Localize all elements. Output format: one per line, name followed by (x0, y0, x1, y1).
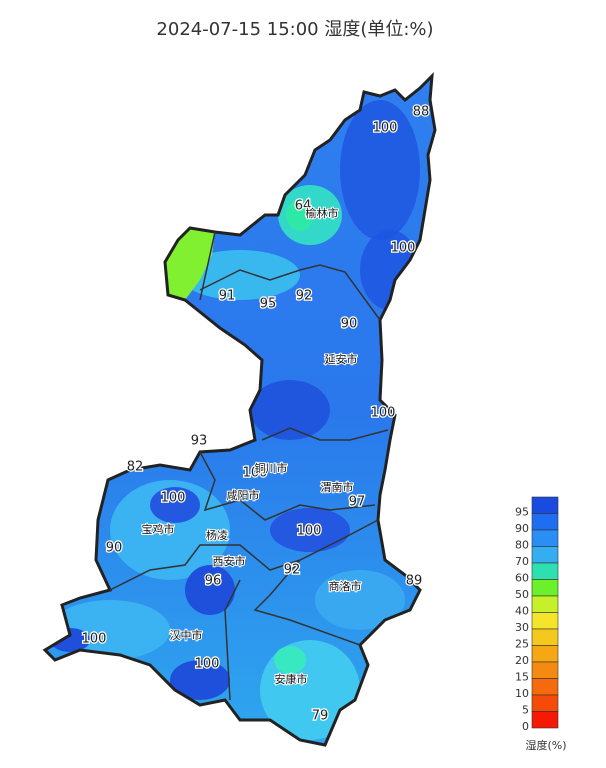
station-value: 100 (391, 241, 416, 256)
station-value: 89 (406, 574, 423, 589)
station-value: 90 (341, 317, 358, 332)
city-label: 商洛市 (329, 579, 362, 593)
station-value: 64 (295, 199, 312, 214)
legend-swatch (531, 645, 559, 663)
station-value: 96 (205, 574, 222, 589)
station-value: 92 (296, 289, 313, 304)
station-value: 92 (284, 563, 301, 578)
city-label: 西安市 (213, 554, 246, 568)
legend-swatch (531, 496, 559, 514)
legend-swatch (531, 529, 559, 547)
legend-swatch (531, 628, 559, 646)
station-value: 100 (82, 632, 107, 647)
station-value: 79 (312, 709, 329, 724)
legend-swatch (531, 678, 559, 696)
station-value: 95 (260, 297, 277, 312)
legend-level: 0 (522, 720, 529, 733)
city-label: 汉中市 (170, 628, 203, 642)
city-label: 延安市 (325, 352, 358, 366)
city-label: 渭南市 (321, 480, 354, 494)
station-values: 88 100 64 100 91 95 92 90 100 93 82 100 … (80, 103, 430, 725)
legend-level: 70 (515, 555, 529, 568)
city-boundaries (109, 231, 389, 701)
station-value: 100 (161, 491, 186, 506)
legend-swatch (531, 711, 559, 729)
station-value: 100 (373, 121, 398, 136)
map-title: 2024-07-15 15:00 湿度(单位:%) (156, 19, 433, 40)
legend-swatch (531, 579, 559, 597)
city-label: 咸阳市 (227, 488, 260, 502)
legend-level: 5 (522, 704, 529, 717)
legend-level: 25 (515, 638, 529, 651)
station-value: 97 (349, 495, 366, 510)
legend-level: 90 (515, 522, 529, 535)
legend-title: 湿度(%) (525, 738, 566, 752)
city-label: 宝鸡市 (142, 522, 175, 536)
legend-swatch (531, 562, 559, 580)
station-value: 100 (243, 466, 268, 481)
city-label: 铜川市 (255, 461, 288, 475)
station-value: 100 (371, 406, 396, 421)
legend-level: 50 (515, 588, 529, 601)
legend-level: 80 (515, 539, 529, 552)
legend-level: 40 (515, 605, 529, 618)
legend-level: 15 (515, 671, 529, 684)
station-value: 82 (127, 460, 144, 475)
legend-swatch (531, 661, 559, 679)
station-value: 93 (191, 434, 208, 449)
legend-swatch (531, 612, 559, 630)
station-value: 88 (413, 105, 430, 120)
legend-swatch (531, 694, 559, 712)
city-label: 安康市 (275, 672, 308, 686)
legend-level: 10 (515, 687, 529, 700)
legend-level: 95 (515, 506, 529, 519)
legend-swatch (531, 513, 559, 531)
city-labels: 榆林市 延安市 铜川市 咸阳市 渭南市 宝鸡市 杨凌 西安市 商洛市 汉中市 安… (141, 205, 363, 687)
city-label: 榆林市 (306, 206, 339, 220)
station-value: 100 (195, 657, 220, 672)
station-value: 90 (106, 541, 123, 556)
legend-level: 20 (515, 654, 529, 667)
station-value: 100 (297, 524, 322, 539)
legend-swatch (531, 546, 559, 564)
legend-level: 30 (515, 621, 529, 634)
city-label: 杨凌 (206, 528, 228, 542)
legend-swatch (531, 595, 559, 613)
station-value: 91 (219, 289, 236, 304)
legend-level: 60 (515, 572, 529, 585)
